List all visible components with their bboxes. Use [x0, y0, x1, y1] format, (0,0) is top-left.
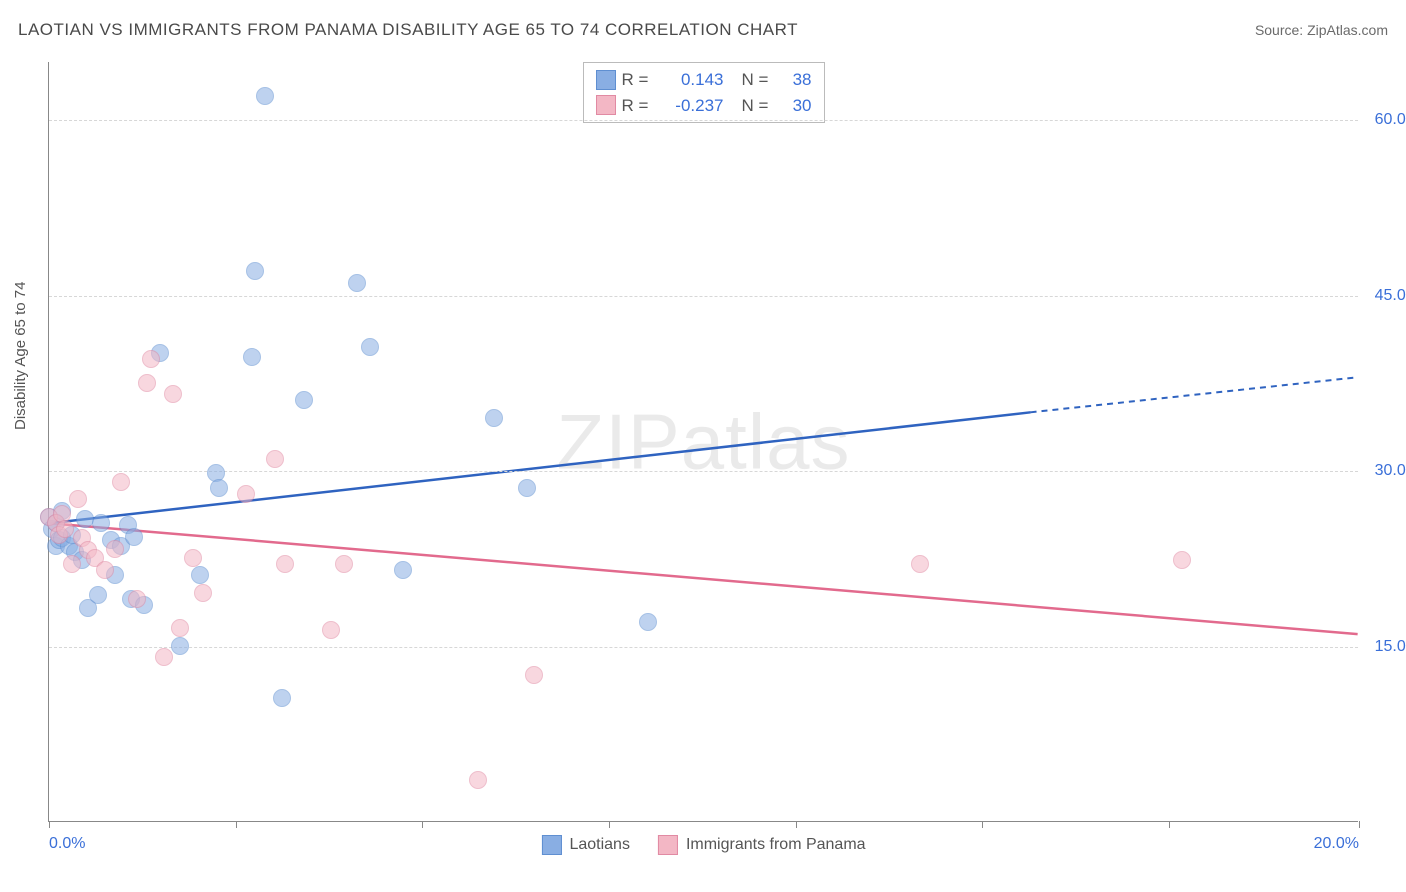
x-tick-label: 0.0% [49, 835, 85, 853]
correlation-stats-box: R = 0.143 N = 38 R = -0.237 N = 30 [583, 62, 825, 123]
data-point [295, 391, 313, 409]
data-point [911, 555, 929, 573]
data-point [106, 540, 124, 558]
data-point [394, 561, 412, 579]
data-point [266, 450, 284, 468]
data-point [164, 385, 182, 403]
stats-row-series-2: R = -0.237 N = 30 [596, 93, 812, 119]
y-axis-label: Disability Age 65 to 74 [12, 282, 29, 430]
data-point [246, 262, 264, 280]
gridline-h [49, 471, 1358, 472]
data-point [273, 689, 291, 707]
x-tick [422, 821, 423, 828]
data-point [1173, 551, 1191, 569]
data-point [142, 350, 160, 368]
data-point [63, 555, 81, 573]
data-point [191, 566, 209, 584]
data-point [69, 490, 87, 508]
data-point [171, 619, 189, 637]
r-label: R = [622, 67, 656, 93]
y-tick-label: 60.0% [1364, 111, 1406, 129]
data-point [92, 514, 110, 532]
legend-swatch-2 [658, 835, 678, 855]
data-point [243, 348, 261, 366]
gridline-h [49, 296, 1358, 297]
data-point [128, 590, 146, 608]
data-point [96, 561, 114, 579]
data-point [348, 274, 366, 292]
data-point [361, 338, 379, 356]
data-point [194, 584, 212, 602]
data-point [639, 613, 657, 631]
legend-item-2: Immigrants from Panama [658, 835, 866, 855]
data-point [322, 621, 340, 639]
gridline-h [49, 120, 1358, 121]
data-point [125, 528, 143, 546]
gridline-h [49, 647, 1358, 648]
n-value-1: 38 [782, 67, 812, 93]
y-tick-label: 45.0% [1364, 287, 1406, 305]
r-label: R = [622, 93, 656, 119]
data-point [525, 666, 543, 684]
swatch-series-1 [596, 70, 616, 90]
x-tick [796, 821, 797, 828]
legend-item-1: Laotians [541, 835, 630, 855]
y-tick-label: 30.0% [1364, 462, 1406, 480]
data-point [518, 479, 536, 497]
data-point [171, 637, 189, 655]
x-tick [982, 821, 983, 828]
data-point [112, 473, 130, 491]
watermark: ZIPatlas [556, 396, 850, 487]
x-tick [1169, 821, 1170, 828]
x-tick [49, 821, 50, 828]
n-label: N = [742, 93, 776, 119]
data-point [138, 374, 156, 392]
data-point [256, 87, 274, 105]
swatch-series-2 [596, 95, 616, 115]
data-point [237, 485, 255, 503]
stats-row-series-1: R = 0.143 N = 38 [596, 67, 812, 93]
y-tick-label: 15.0% [1364, 638, 1406, 656]
r-value-1: 0.143 [662, 67, 724, 93]
x-tick-label: 20.0% [1314, 835, 1359, 853]
x-tick [236, 821, 237, 828]
n-value-2: 30 [782, 93, 812, 119]
legend-label-1: Laotians [569, 836, 630, 854]
data-point [155, 648, 173, 666]
data-point [184, 549, 202, 567]
data-point [276, 555, 294, 573]
data-point [335, 555, 353, 573]
r-value-2: -0.237 [662, 93, 724, 119]
x-tick [1359, 821, 1360, 828]
data-point [210, 479, 228, 497]
chart-title: LAOTIAN VS IMMIGRANTS FROM PANAMA DISABI… [18, 20, 798, 40]
legend: Laotians Immigrants from Panama [541, 835, 865, 855]
data-point [89, 586, 107, 604]
data-point [469, 771, 487, 789]
legend-swatch-1 [541, 835, 561, 855]
source-attribution: Source: ZipAtlas.com [1255, 22, 1388, 38]
legend-label-2: Immigrants from Panama [686, 836, 866, 854]
x-tick [609, 821, 610, 828]
data-point [76, 510, 94, 528]
plot-area: ZIPatlas R = 0.143 N = 38 R = -0.237 N =… [48, 62, 1358, 822]
data-point [56, 520, 74, 538]
n-label: N = [742, 67, 776, 93]
trend-lines [49, 62, 1358, 821]
data-point [485, 409, 503, 427]
